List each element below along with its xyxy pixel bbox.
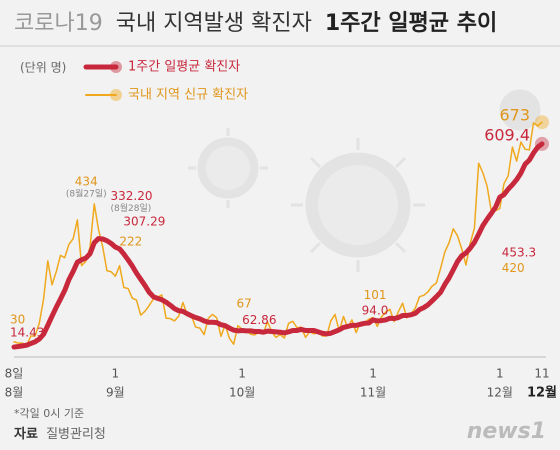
virus-decoration — [188, 89, 541, 272]
data-label: 62.86 — [242, 313, 276, 327]
x-month-label: 11월 — [360, 386, 386, 400]
end-marker — [535, 136, 549, 151]
data-label: 101 — [364, 288, 387, 302]
title-main: 국내 지역발생 확진자 — [116, 11, 312, 36]
x-tick-label: 1 — [496, 367, 504, 381]
data-label-note: (8월28일) — [110, 202, 151, 214]
unit-label: (단위 명) — [20, 61, 66, 75]
data-label: 30 — [10, 312, 25, 326]
data-label: 332.20 — [110, 189, 152, 203]
x-tick-label: 1 — [112, 367, 120, 381]
x-month-label: 12월 — [527, 385, 557, 401]
x-month-label: 8월 — [5, 386, 24, 400]
data-label: 67 — [236, 297, 251, 311]
logo: news1 — [467, 419, 546, 444]
legend-label: 1주간 일평균 확진자 — [128, 60, 240, 75]
data-label: 222 — [119, 235, 142, 249]
x-month-label: 9월 — [106, 386, 125, 400]
source-label: 자료 — [14, 427, 38, 442]
x-month-label: 10월 — [229, 386, 255, 400]
data-label-note: (8월27일) — [66, 187, 107, 199]
data-label: 420 — [502, 261, 525, 275]
data-label: 453.3 — [502, 246, 536, 260]
x-month-label: 12월 — [487, 386, 513, 400]
series-line — [11, 141, 545, 350]
data-label: 94.0 — [362, 303, 389, 317]
title-emphasis: 1주간 일평균 추이 — [325, 11, 497, 36]
data-label: 307.29 — [123, 215, 165, 229]
footnote: *각일 0시 기준 — [14, 406, 84, 420]
end-marker — [535, 115, 549, 130]
x-tick-label: 8일 — [5, 367, 24, 381]
legend-marker — [110, 89, 122, 101]
data-label: 673 — [499, 106, 530, 125]
title-prefix: 코로나19 — [14, 11, 103, 36]
data-label: 609.4 — [484, 125, 530, 144]
source-name: 질병관리청 — [46, 427, 106, 442]
data-label: 434 — [75, 174, 98, 188]
title: 코로나19 국내 지역발생 확진자 1주간 일평균 추이 — [14, 11, 497, 36]
legend-label: 국내 지역 신규 확진자 — [128, 88, 248, 103]
data-label: 14.43 — [10, 326, 44, 340]
x-tick-label: 11 — [534, 367, 549, 381]
source: 자료 질병관리청 — [14, 427, 106, 442]
series-line — [13, 121, 543, 346]
x-tick-label: 1 — [369, 367, 377, 381]
legend-marker — [110, 61, 122, 73]
x-tick-label: 1 — [238, 367, 246, 381]
